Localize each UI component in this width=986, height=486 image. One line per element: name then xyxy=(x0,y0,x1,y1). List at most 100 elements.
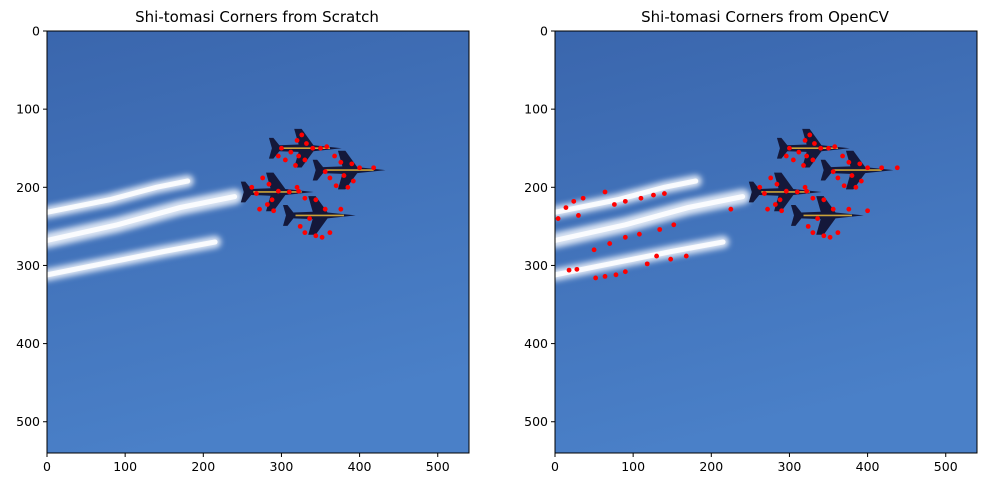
corner-point xyxy=(638,195,644,201)
corner-point xyxy=(857,161,863,167)
corner-point xyxy=(607,241,613,246)
corner-point xyxy=(299,132,305,138)
corner-point xyxy=(264,202,270,207)
corner-point xyxy=(801,163,806,168)
corner-point xyxy=(840,153,845,159)
corner-point xyxy=(810,195,816,201)
y-tick-label: 400 xyxy=(16,336,40,351)
y-tick-label: 100 xyxy=(524,102,548,117)
corner-point xyxy=(804,188,810,194)
corner-point xyxy=(802,184,808,190)
corner-point xyxy=(571,198,577,204)
corner-point xyxy=(286,189,292,195)
corner-point xyxy=(783,188,789,194)
corner-point xyxy=(318,145,323,151)
corner-point xyxy=(768,175,774,181)
corner-point xyxy=(622,269,628,275)
corner-point xyxy=(846,159,852,165)
corner-point xyxy=(894,165,900,171)
corner-point xyxy=(302,157,308,163)
y-tick-label: 200 xyxy=(16,180,40,195)
corner-point xyxy=(327,230,333,236)
contrail-core xyxy=(47,239,218,278)
corner-point xyxy=(830,169,836,175)
corner-point xyxy=(304,141,309,146)
corner-point xyxy=(275,188,281,194)
corner-point xyxy=(865,208,870,214)
x-tick-label: 300 xyxy=(778,459,802,474)
y-tick-label: 100 xyxy=(16,102,40,117)
y-tick-label: 500 xyxy=(524,414,548,429)
corner-point xyxy=(790,157,796,163)
corner-point xyxy=(591,247,597,253)
panel-opencv: Shi-tomasi Corners from OpenCV 0 0 100 100 2… xyxy=(493,0,986,486)
corner-point xyxy=(802,138,808,143)
corner-point xyxy=(765,206,770,212)
corner-point xyxy=(683,253,689,259)
corner-point xyxy=(302,195,308,201)
y-tick-label: 0 xyxy=(32,24,40,39)
corner-point xyxy=(611,202,617,207)
contrail-core xyxy=(47,178,191,215)
y-tick-label: 300 xyxy=(16,258,40,273)
corner-point xyxy=(293,163,298,168)
corner-point xyxy=(602,189,608,195)
corner-point xyxy=(826,145,831,151)
corner-point xyxy=(296,188,302,194)
corner-point xyxy=(815,216,820,221)
corner-point xyxy=(804,153,810,159)
corner-point xyxy=(783,153,789,159)
contrail-core xyxy=(47,194,238,243)
corner-point xyxy=(324,144,330,150)
corner-point xyxy=(651,192,656,198)
corner-point xyxy=(832,144,838,150)
corner-point xyxy=(779,208,785,214)
corner-point xyxy=(302,230,308,236)
corner-point xyxy=(563,205,569,211)
corner-point xyxy=(774,181,780,187)
corner-point xyxy=(279,145,284,151)
corner-point xyxy=(668,256,674,262)
corner-point xyxy=(327,175,333,181)
corner-point xyxy=(307,216,312,221)
corner-point xyxy=(830,206,836,212)
corner-point xyxy=(637,231,642,237)
x-tick-label: 200 xyxy=(699,459,723,474)
y-tick-label: 300 xyxy=(524,258,548,273)
corner-point xyxy=(338,159,344,165)
corner-point xyxy=(622,198,628,204)
corner-point xyxy=(349,161,355,167)
corner-point xyxy=(371,165,377,171)
corner-point xyxy=(310,145,316,151)
corner-point xyxy=(297,223,303,229)
corner-point xyxy=(294,138,300,143)
corner-point xyxy=(865,165,870,171)
x-tick-label: 0 xyxy=(43,459,51,474)
corner-point xyxy=(260,175,266,181)
corner-point xyxy=(657,227,663,232)
contrail-core xyxy=(555,239,726,278)
photo xyxy=(555,31,977,453)
corner-point xyxy=(294,184,300,190)
sky-background xyxy=(47,31,469,453)
corner-point xyxy=(805,223,811,229)
corner-point xyxy=(313,233,319,239)
x-tick-label: 0 xyxy=(551,459,559,474)
sky-background xyxy=(555,31,977,453)
corner-point xyxy=(777,197,783,203)
y-tick-label: 0 xyxy=(540,24,548,39)
corner-point xyxy=(821,233,827,239)
corner-point xyxy=(827,234,833,240)
corner-point xyxy=(728,206,734,212)
corner-point xyxy=(810,157,816,163)
corner-point xyxy=(879,165,885,171)
corner-point xyxy=(257,206,262,212)
corner-point xyxy=(853,184,859,190)
corner-point xyxy=(275,153,281,159)
corner-point xyxy=(341,173,347,178)
corner-point xyxy=(357,165,362,171)
corner-point xyxy=(574,266,580,272)
corner-point xyxy=(282,157,288,163)
axes-frame xyxy=(46,30,470,454)
corner-point xyxy=(322,169,328,175)
